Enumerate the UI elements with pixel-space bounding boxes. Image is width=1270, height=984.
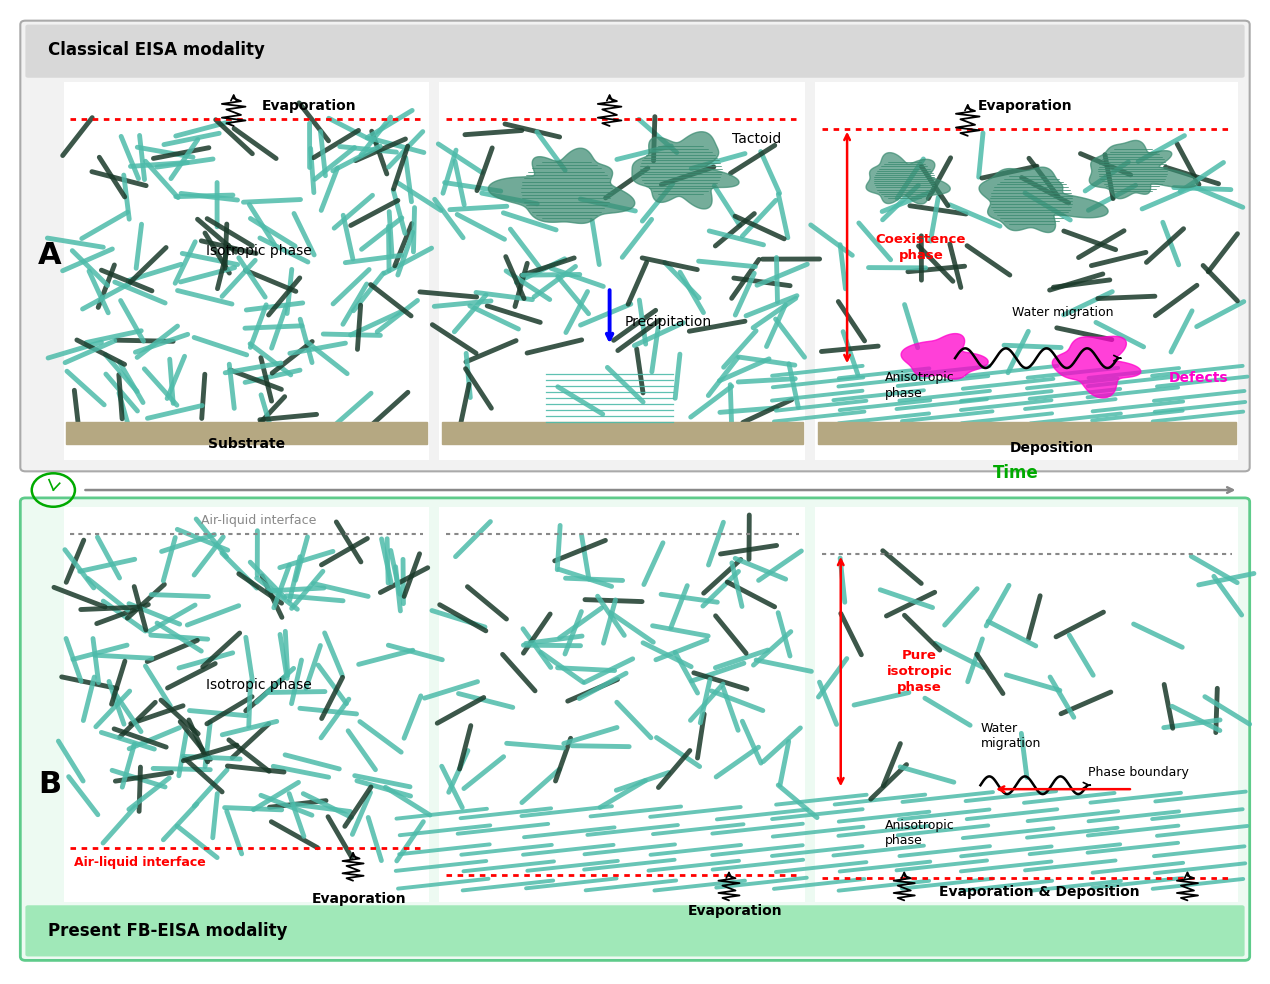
- Text: Water
migration: Water migration: [980, 722, 1041, 750]
- Text: Isotropic phase: Isotropic phase: [206, 244, 312, 258]
- Text: Present FB-EISA modality: Present FB-EISA modality: [48, 922, 288, 940]
- Polygon shape: [489, 149, 635, 223]
- Bar: [818, 422, 1236, 444]
- FancyBboxPatch shape: [20, 21, 1250, 471]
- Polygon shape: [902, 334, 988, 379]
- Polygon shape: [1053, 337, 1140, 398]
- Text: Water migration: Water migration: [1012, 306, 1114, 319]
- Text: Classical EISA modality: Classical EISA modality: [48, 41, 265, 59]
- Text: Pure
isotropic
phase: Pure isotropic phase: [886, 649, 952, 694]
- Text: B: B: [38, 769, 61, 799]
- Bar: [64, 507, 429, 902]
- Text: Evaporation & Deposition: Evaporation & Deposition: [940, 886, 1139, 899]
- Bar: [815, 82, 1238, 460]
- Text: Evaporation: Evaporation: [312, 892, 406, 906]
- Bar: [442, 422, 803, 444]
- Polygon shape: [866, 153, 950, 204]
- Text: Time: Time: [993, 464, 1039, 482]
- Text: Coexistence
phase: Coexistence phase: [875, 233, 966, 262]
- Text: Air-liquid interface: Air-liquid interface: [74, 856, 206, 870]
- Bar: [64, 82, 429, 460]
- Text: Air-liquid interface: Air-liquid interface: [202, 514, 316, 527]
- Polygon shape: [1090, 141, 1198, 199]
- Text: Evaporation: Evaporation: [262, 99, 357, 113]
- Text: Evaporation: Evaporation: [688, 904, 782, 918]
- FancyBboxPatch shape: [25, 25, 1245, 78]
- Bar: [439, 82, 805, 460]
- Text: Phase boundary: Phase boundary: [1088, 767, 1189, 779]
- FancyBboxPatch shape: [25, 905, 1245, 956]
- Polygon shape: [979, 167, 1109, 232]
- Bar: [66, 422, 427, 444]
- Text: A: A: [38, 241, 62, 271]
- Polygon shape: [632, 132, 739, 209]
- Text: Defects: Defects: [1168, 371, 1228, 385]
- Text: Evaporation: Evaporation: [978, 99, 1072, 113]
- Text: Anisotropic
phase: Anisotropic phase: [885, 371, 955, 400]
- Text: Isotropic phase: Isotropic phase: [206, 678, 312, 692]
- Text: Precipitation: Precipitation: [625, 315, 712, 329]
- Text: Tactoid: Tactoid: [732, 132, 781, 146]
- Text: Anisotropic
phase: Anisotropic phase: [885, 820, 955, 847]
- Text: Substrate: Substrate: [208, 437, 284, 451]
- FancyBboxPatch shape: [20, 498, 1250, 960]
- Bar: [439, 507, 805, 902]
- Text: Deposition: Deposition: [1010, 441, 1095, 455]
- Bar: [815, 507, 1238, 902]
